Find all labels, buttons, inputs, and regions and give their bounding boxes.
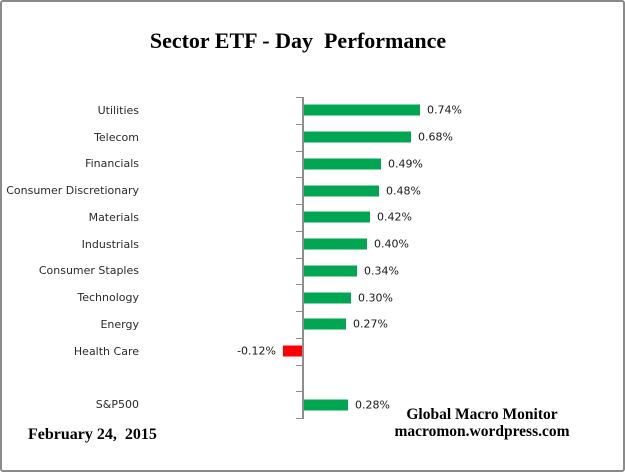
plot-cell <box>142 365 623 392</box>
axis-tick <box>296 124 302 125</box>
chart-row: Materials 0.42% <box>2 204 623 231</box>
value-label: 0.34% <box>364 264 399 278</box>
plot-cell: 0.40% <box>142 231 623 258</box>
bar-positive <box>304 292 351 304</box>
category-label: Technology <box>77 291 139 305</box>
chart-row: Industrials 0.40% <box>2 231 623 258</box>
value-label: -0.12% <box>237 344 276 358</box>
axis-tick <box>296 97 302 98</box>
chart-row: Health Care -0.12% <box>2 338 623 365</box>
source-attribution: Global Macro Monitor macromon.wordpress.… <box>371 406 593 440</box>
bar-positive <box>304 318 346 330</box>
value-label: 0.30% <box>358 291 393 305</box>
axis-tick <box>296 311 302 312</box>
source-url: macromon.wordpress.com <box>394 423 570 440</box>
plot-cell: 0.30% <box>142 284 623 311</box>
axis-tick <box>296 365 302 366</box>
category-axis <box>302 97 304 419</box>
plot-cell: 0.68% <box>142 124 623 151</box>
axis-tick <box>296 418 302 419</box>
value-label: 0.48% <box>386 184 421 198</box>
axis-tick <box>296 204 302 205</box>
category-label: Consumer Staples <box>38 264 139 278</box>
category-label: S&P500 <box>95 398 139 412</box>
bar-positive <box>304 158 381 170</box>
bar-positive <box>304 104 420 116</box>
category-label: Health Care <box>73 344 139 358</box>
value-label: 0.28% <box>355 398 390 412</box>
axis-tick <box>296 284 302 285</box>
axis-tick <box>296 391 302 392</box>
axis-tick <box>296 151 302 152</box>
bar-positive <box>304 131 411 143</box>
value-label: 0.42% <box>377 210 412 224</box>
category-label: Energy <box>100 317 139 331</box>
plot-cell: 0.74% <box>142 97 623 124</box>
value-label: 0.74% <box>427 103 462 117</box>
category-label: Consumer Discretionary <box>6 184 139 198</box>
axis-tick <box>296 231 302 232</box>
source-name: Global Macro Monitor <box>406 406 558 423</box>
chart-row <box>2 365 623 392</box>
chart-row: Utilities 0.74% <box>2 97 623 124</box>
chart-row: Consumer Staples 0.34% <box>2 258 623 285</box>
category-label: Materials <box>88 210 139 224</box>
value-label: 0.68% <box>418 130 453 144</box>
axis-tick <box>296 177 302 178</box>
bar-positive <box>304 265 357 277</box>
category-label: Utilities <box>97 103 139 117</box>
chart-row: Consumer Discretionary 0.48% <box>2 177 623 204</box>
axis-tick <box>296 258 302 259</box>
value-label: 0.40% <box>374 237 409 251</box>
bar-positive <box>304 211 370 223</box>
chart-row: Energy 0.27% <box>2 311 623 338</box>
plot-cell: 0.42% <box>142 204 623 231</box>
chart-row: Telecom 0.68% <box>2 124 623 151</box>
date-label: February 24, 2015 <box>28 426 157 443</box>
chart-row: Financials 0.49% <box>2 151 623 178</box>
axis-tick <box>296 338 302 339</box>
plot-cell: 0.49% <box>142 151 623 178</box>
plot-cell: 0.34% <box>142 258 623 285</box>
plot-cell: 0.48% <box>142 177 623 204</box>
chart-title: Sector ETF - Day Performance <box>149 28 447 53</box>
category-label: Telecom <box>94 130 139 144</box>
plot-cell: 0.27% <box>142 311 623 338</box>
chart-rows: Utilities 0.74% Telecom 0.68% Financials 0.49… <box>2 97 623 418</box>
chart-row: Technology 0.30% <box>2 284 623 311</box>
chart-row: S&P500 0.28% <box>2 391 623 418</box>
bar-positive <box>304 399 348 411</box>
category-label: Industrials <box>81 237 139 251</box>
plot-cell: -0.12% <box>142 338 623 365</box>
bar-positive <box>304 185 379 197</box>
value-label: 0.49% <box>388 157 423 171</box>
bar-negative <box>283 345 302 357</box>
category-label: Financials <box>85 157 139 171</box>
value-label: 0.27% <box>353 317 388 331</box>
bar-positive <box>304 238 367 250</box>
plot-cell: 0.28% <box>142 391 623 418</box>
